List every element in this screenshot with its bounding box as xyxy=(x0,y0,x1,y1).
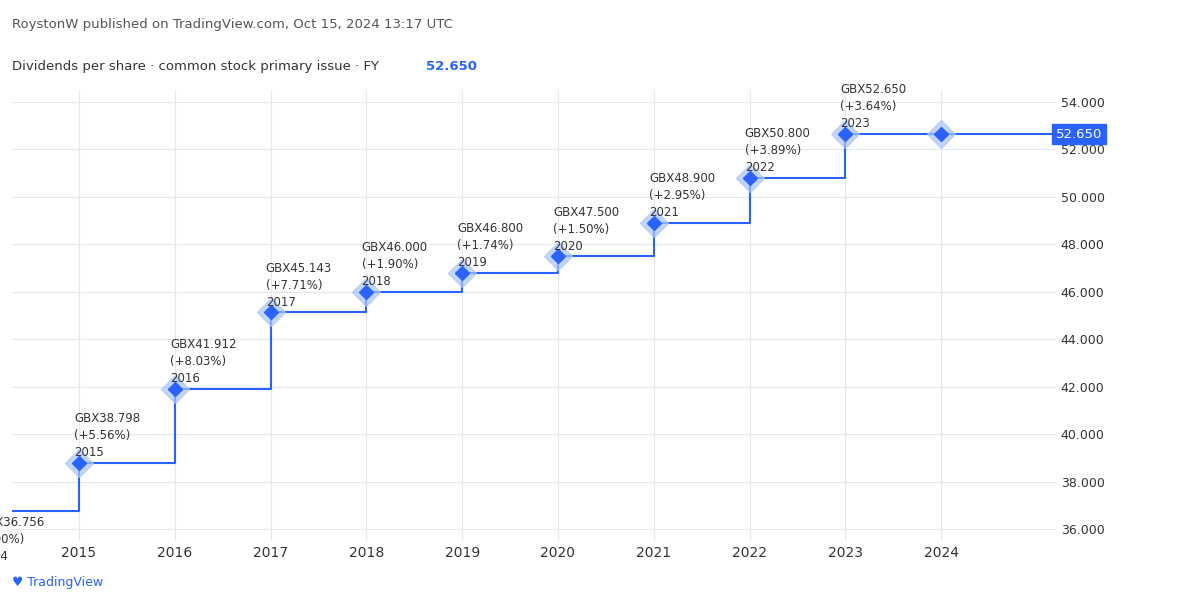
Text: Dividends per share · common stock primary issue · FY: Dividends per share · common stock prima… xyxy=(12,60,379,73)
Text: GBX50.800
(+3.89%)
2022: GBX50.800 (+3.89%) 2022 xyxy=(745,127,810,174)
Text: GBX41.912
(+8.03%)
2016: GBX41.912 (+8.03%) 2016 xyxy=(170,338,236,385)
Text: 52.650: 52.650 xyxy=(1056,127,1103,141)
Text: GBX48.900
(+2.95%)
2021: GBX48.900 (+2.95%) 2021 xyxy=(649,172,715,219)
Text: ♥ TradingView: ♥ TradingView xyxy=(12,576,103,589)
Text: GBX38.798
(+5.56%)
2015: GBX38.798 (+5.56%) 2015 xyxy=(74,412,140,459)
Text: GBX45.143
(+7.71%)
2017: GBX45.143 (+7.71%) 2017 xyxy=(266,261,332,308)
Text: GBX46.800
(+1.74%)
2019: GBX46.800 (+1.74%) 2019 xyxy=(457,222,523,269)
Text: RoystonW published on TradingView.com, Oct 15, 2024 13:17 UTC: RoystonW published on TradingView.com, O… xyxy=(12,18,452,31)
Text: GBX47.500
(+1.50%)
2020: GBX47.500 (+1.50%) 2020 xyxy=(553,206,619,252)
Text: GBX36.756
(0.00%)
2014: GBX36.756 (0.00%) 2014 xyxy=(0,516,44,563)
Text: GBX46.000
(+1.90%)
2018: GBX46.000 (+1.90%) 2018 xyxy=(361,241,427,288)
Text: 52.650: 52.650 xyxy=(426,60,478,73)
Text: GBX52.650
(+3.64%)
2023: GBX52.650 (+3.64%) 2023 xyxy=(840,84,907,130)
